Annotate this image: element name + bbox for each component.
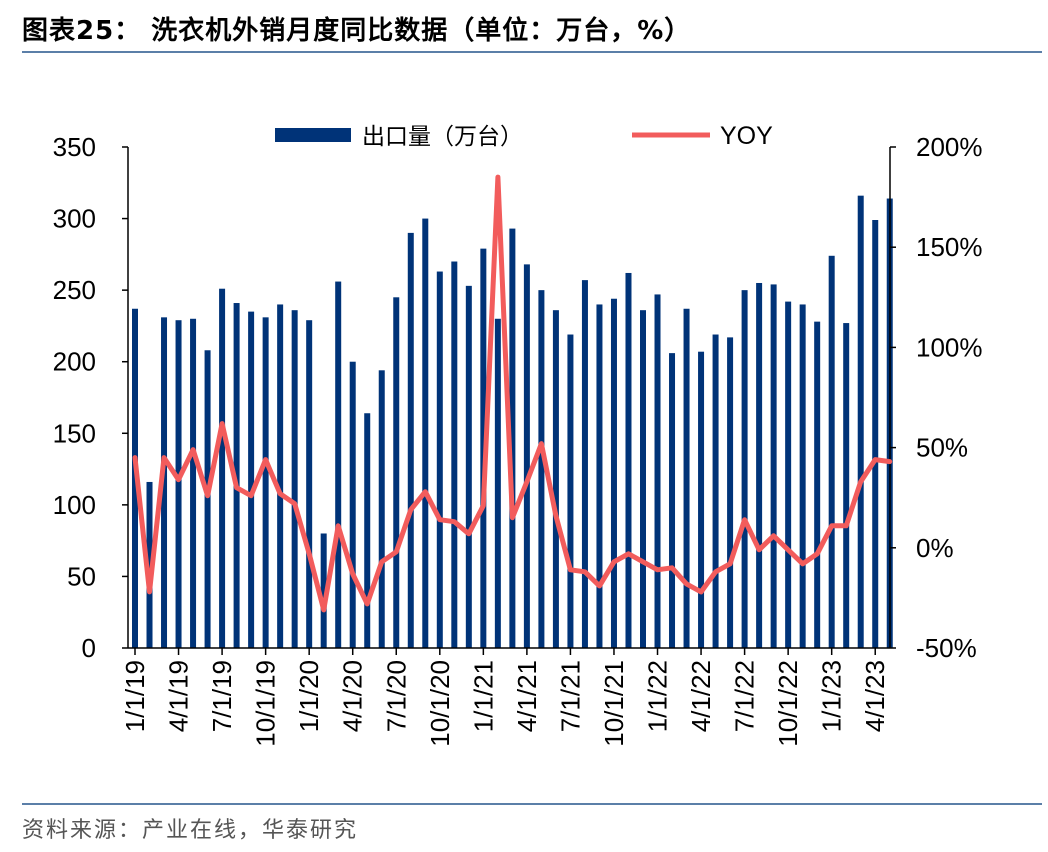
x-tick-label: 4/1/22 [686, 660, 716, 732]
bar [320, 533, 327, 648]
bar [581, 280, 588, 648]
x-tick-label: 4/1/21 [512, 660, 542, 732]
bar [248, 311, 255, 648]
bar [814, 321, 821, 648]
bar [335, 281, 342, 648]
bar [857, 195, 864, 648]
bar [712, 334, 719, 648]
bar [523, 264, 530, 648]
x-tick-label: 4/1/19 [164, 660, 194, 732]
x-tick-label: 1/1/19 [120, 660, 150, 732]
y-left-tick-label: 300 [53, 204, 96, 234]
axes-group: 0 50 100 150 200 250 300 350 -50% 0% 50% 100% 150% 20… [53, 132, 983, 747]
legend: 出口量（万台） YOY [275, 122, 773, 150]
y-left-tick-label: 50 [67, 561, 96, 591]
bar [610, 298, 617, 648]
bar [480, 248, 487, 649]
y-right-tick-label: 200% [916, 132, 983, 162]
bar [233, 303, 240, 648]
bar [567, 334, 574, 648]
legend-line-label: YOY [720, 122, 773, 150]
y-right-tick-label: 100% [916, 332, 983, 362]
y-right-tick-label: 0% [916, 533, 954, 563]
x-tick-label: 1/1/21 [468, 660, 498, 732]
y-right-tick-label: 150% [916, 232, 983, 262]
x-tick-label: 10/1/21 [599, 660, 629, 747]
bar [654, 294, 661, 648]
bar [349, 361, 356, 648]
bar [146, 481, 153, 648]
bar [175, 320, 182, 648]
legend-bar-swatch [275, 128, 351, 142]
legend-bar-label: 出口量（万台） [362, 124, 523, 150]
bar [756, 282, 763, 648]
x-tick-label: 7/1/21 [555, 660, 585, 732]
x-tick-label: 10/1/22 [773, 660, 803, 747]
x-tick-label: 7/1/22 [730, 660, 760, 732]
x-tick-label: 10/1/19 [251, 660, 281, 747]
x-tick-label: 10/1/20 [425, 660, 455, 747]
bar [393, 297, 400, 648]
bar [494, 318, 501, 648]
bar [436, 271, 443, 648]
x-tick-label: 1/1/22 [643, 660, 673, 732]
bar [727, 337, 734, 648]
bar [828, 255, 835, 648]
bar [799, 304, 806, 648]
y-left-tick-label: 250 [53, 275, 96, 305]
bar [640, 310, 646, 648]
x-tick-label: 1/1/23 [817, 660, 847, 732]
bar [872, 220, 879, 648]
bar [422, 218, 429, 649]
bar [451, 261, 458, 648]
bar [219, 288, 226, 648]
bar [698, 351, 705, 648]
bar [364, 413, 371, 648]
bar [538, 290, 545, 648]
bar [683, 308, 690, 648]
y-left-tick-label: 150 [53, 418, 96, 448]
bar [785, 301, 792, 648]
bar [407, 232, 414, 648]
chart-canvas: 0 50 100 150 200 250 300 350 -50% 0% 50% 100% 150% 20… [53, 122, 983, 747]
bar [277, 304, 284, 648]
y-left-tick-label: 200 [53, 347, 96, 377]
bar [770, 284, 777, 648]
x-tick-label: 7/1/20 [381, 660, 411, 732]
bar-series-group [132, 195, 893, 649]
bar [552, 310, 559, 648]
x-tick-label: 4/1/20 [338, 660, 368, 732]
bar [306, 320, 313, 648]
bar [669, 353, 676, 648]
title-divider [22, 51, 1042, 53]
x-tick-label: 4/1/23 [860, 660, 890, 732]
yoy-line [132, 174, 893, 613]
chart-title: 图表25： 洗衣机外销月度同比数据（单位：万台，%） [22, 16, 692, 46]
source-note: 资料来源：产业在线，华泰研究 [22, 818, 359, 843]
x-tick-label: 1/1/20 [294, 660, 324, 732]
bar [843, 323, 850, 648]
bar [741, 290, 748, 648]
bar [625, 272, 632, 648]
x-tick-label: 7/1/19 [207, 660, 237, 732]
y-right-tick-label: 50% [916, 433, 968, 463]
bar [465, 285, 472, 648]
bar [596, 304, 603, 648]
y-right-tick-label: -50% [916, 633, 977, 663]
y-left-tick-label: 350 [53, 132, 96, 162]
line-series-group [132, 174, 893, 613]
y-left-tick-label: 100 [53, 490, 96, 520]
footer-divider [22, 803, 1042, 805]
bar [190, 318, 197, 648]
bar [204, 350, 211, 648]
bar [262, 317, 269, 648]
bar [509, 228, 516, 648]
y-left-tick-label: 0 [82, 633, 96, 663]
bar [378, 370, 385, 648]
bar [161, 317, 168, 648]
bar [291, 310, 298, 648]
